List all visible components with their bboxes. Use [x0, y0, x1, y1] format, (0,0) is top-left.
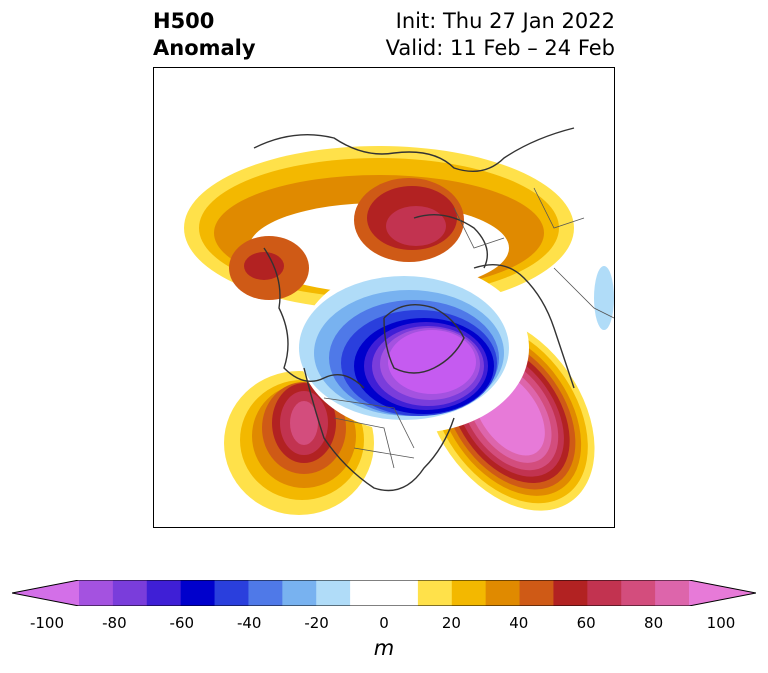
colorbar-segment: [79, 580, 114, 606]
colorbar-segment: [316, 580, 351, 606]
colorbar-segment: [248, 580, 283, 606]
colorbar-tick-label: -100: [29, 614, 65, 632]
init-date-label: Init: Thu 27 Jan 2022: [395, 9, 615, 33]
europe-ridge-core: [229, 236, 309, 300]
colorbar-segment: [655, 580, 690, 606]
valid-range-label: Valid: 11 Feb – 24 Feb: [385, 36, 615, 60]
colorbar-tick-label: 20: [441, 614, 461, 632]
anomaly-map: [153, 67, 615, 528]
colorbar-segment: [384, 580, 419, 606]
colorbar-tick-label: -60: [169, 614, 195, 632]
colorbar-tick-label: 60: [576, 614, 596, 632]
colorbar-segment: [282, 580, 317, 606]
colorbar-tick-label: 80: [644, 614, 664, 632]
colorbar-tick-label: 100: [706, 614, 736, 632]
colorbar: [12, 580, 756, 606]
colorbar-tick-label: -40: [236, 614, 262, 632]
colorbar-unit: m: [373, 636, 395, 660]
coastlines: [253, 127, 575, 492]
colorbar-segment: [553, 580, 588, 606]
colorbar-tick-label: 0: [379, 614, 389, 632]
colorbar-segment: [621, 580, 656, 606]
borders: [323, 187, 614, 469]
chart-title-right: Init: Thu 27 Jan 2022 Valid: 11 Feb – 24…: [386, 8, 615, 62]
colorbar-segment: [587, 580, 622, 606]
colorbar-segment: [519, 580, 554, 606]
colorbar-tick-label: 40: [509, 614, 529, 632]
colorbar-tick-label: -20: [304, 614, 329, 632]
colorbar-segment: [451, 580, 487, 606]
colorbar-min-extend: [12, 580, 79, 606]
colorbar-segment: [112, 580, 148, 606]
anomaly-map-svg: [184, 127, 614, 515]
colorbar-segment: [417, 580, 453, 606]
colorbar-segment: [180, 580, 216, 606]
colorbar-segment: [485, 580, 521, 606]
variable-sublabel: Anomaly: [153, 36, 256, 60]
colorbar-segment: [214, 580, 249, 606]
east-asia-trough: [594, 266, 614, 330]
colorbar-segment: [350, 580, 385, 606]
siberia-ridge-core: [354, 178, 464, 262]
chart-title-left: H500 Anomaly: [153, 8, 256, 62]
colorbar-segment: [146, 580, 182, 606]
colorbar-tick-label: -80: [102, 614, 127, 632]
colorbar-max-extend: [689, 580, 756, 606]
arctic-trough: [299, 263, 529, 433]
variable-label: H500: [153, 9, 215, 33]
